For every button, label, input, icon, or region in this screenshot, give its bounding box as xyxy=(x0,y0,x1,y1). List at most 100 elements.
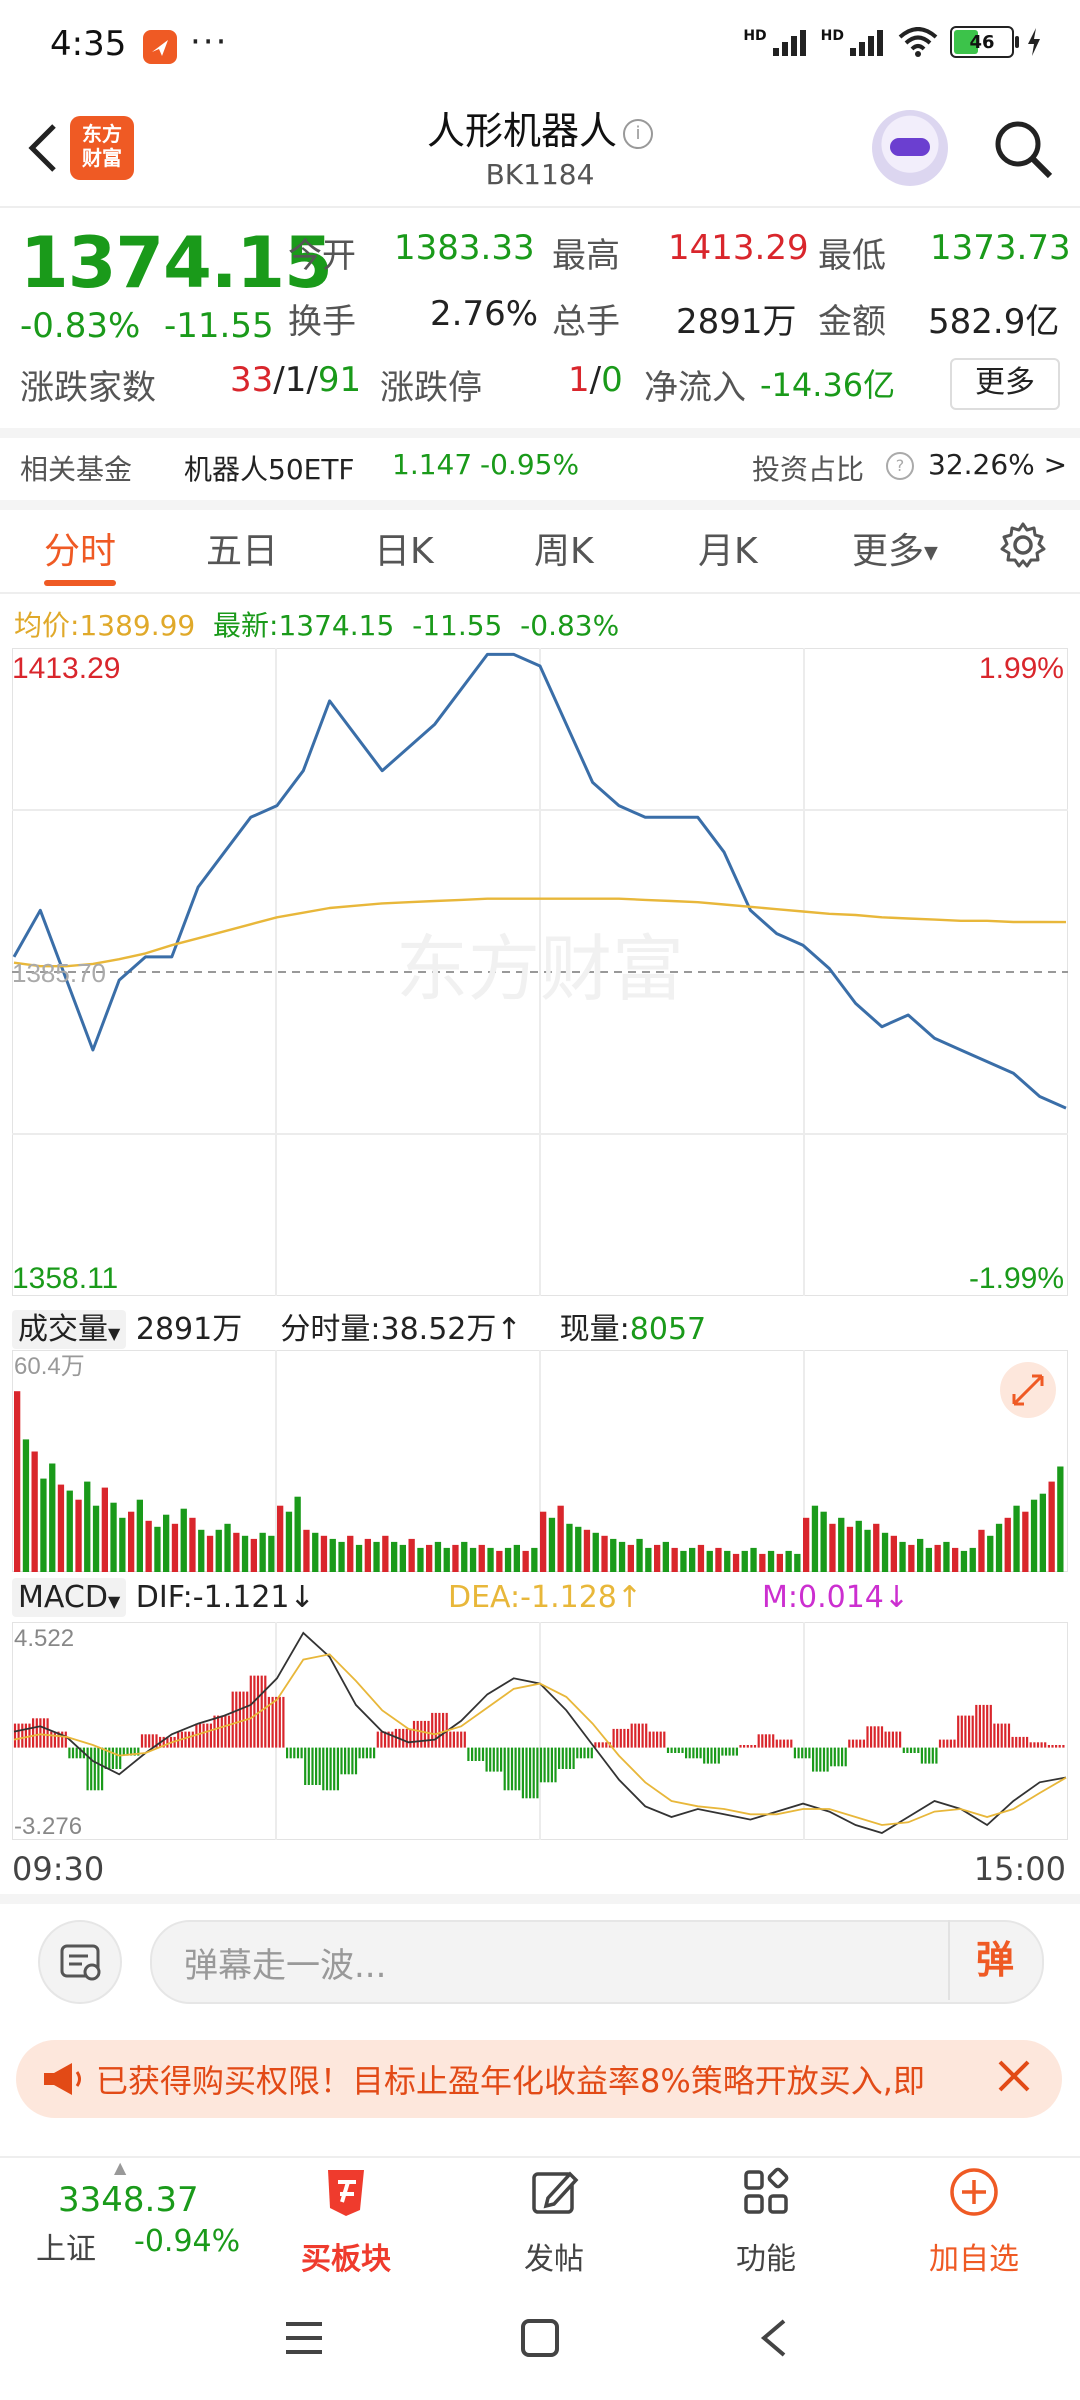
volume-value: 2891万 xyxy=(676,302,797,342)
current-volume-label: 现量: xyxy=(559,1312,630,1347)
collapse-caret-icon[interactable]: ▲ xyxy=(114,2158,127,2177)
volume-selector[interactable]: 成交量▼ xyxy=(12,1310,127,1349)
hd-label: HD xyxy=(743,28,767,44)
volume-bar xyxy=(960,1550,968,1572)
status-time: 4:35 xyxy=(50,24,127,64)
current-price: 1374.15 xyxy=(20,222,333,304)
macd-selector[interactable]: MACD▼ xyxy=(12,1578,127,1617)
volume-bar xyxy=(1057,1466,1064,1572)
robot-assistant-icon[interactable] xyxy=(872,110,948,186)
logo-line1: 东方 xyxy=(82,122,122,146)
volume-bar xyxy=(881,1532,889,1572)
danmaku-settings-button[interactable] xyxy=(38,1920,122,2004)
volume-bar xyxy=(846,1526,854,1572)
buy-board-button[interactable]: 买板块 xyxy=(276,2164,416,2278)
tab-weekly-k[interactable]: 周K xyxy=(534,531,594,572)
signal-bars-icon xyxy=(846,28,886,56)
macd-axis-min: -3.276 xyxy=(14,1813,82,1840)
volume-bar xyxy=(452,1544,459,1572)
back-icon[interactable] xyxy=(756,2318,792,2358)
volume-bar xyxy=(31,1451,38,1572)
danmaku-send-button[interactable]: 弹 xyxy=(948,1920,1040,2000)
time-axis-end: 15:00 xyxy=(973,1850,1066,1888)
volume-bar xyxy=(487,1547,494,1572)
intraday-chart[interactable]: 东方财富 1413.29 1.99% 1358.11 -1.99% 1385.70 xyxy=(12,648,1068,1296)
volume-bar xyxy=(767,1550,775,1572)
related-fund-name[interactable]: 机器人50ETF xyxy=(184,453,355,486)
volume-total: 2891万 xyxy=(135,1312,243,1347)
invest-ratio-value[interactable]: 32.26% > xyxy=(928,448,1068,481)
volume-bar xyxy=(741,1550,748,1572)
volume-bar xyxy=(347,1535,354,1572)
volume-bar xyxy=(969,1547,976,1572)
tab-intraday[interactable]: 分时 xyxy=(44,531,117,572)
section-divider xyxy=(0,1894,1080,1904)
bottom-bar xyxy=(0,2156,1080,2278)
volume-bar xyxy=(601,1535,608,1572)
help-icon[interactable]: ? xyxy=(886,452,914,480)
volume-bar xyxy=(917,1538,924,1572)
volume-bar xyxy=(469,1547,477,1572)
invest-ratio-label: 投资占比 xyxy=(752,453,865,486)
volume-bar xyxy=(855,1520,862,1572)
active-tab-indicator xyxy=(44,580,116,586)
back-arrow-icon[interactable] xyxy=(22,118,66,178)
volume-bar xyxy=(268,1535,275,1572)
limit-counts: 1/0 xyxy=(568,360,623,400)
section-divider xyxy=(0,500,1080,510)
dea-line xyxy=(13,1653,1067,1826)
volume-bar xyxy=(636,1538,643,1572)
gear-icon[interactable] xyxy=(998,520,1048,570)
dropdown-icon: ▼ xyxy=(108,1324,121,1343)
macd-axis-max: 4.522 xyxy=(14,1625,74,1652)
notification-app-icon xyxy=(143,30,177,64)
volume-bar xyxy=(364,1538,371,1572)
volume-bar xyxy=(583,1529,591,1572)
netflow-label: 净流入 xyxy=(644,368,746,408)
danmaku-input[interactable] xyxy=(150,1920,1044,2004)
close-icon[interactable] xyxy=(994,2056,1034,2096)
home-icon[interactable] xyxy=(520,2318,560,2358)
volume-bar xyxy=(434,1541,442,1572)
menu-icon[interactable] xyxy=(284,2320,324,2356)
battery-level: 46 xyxy=(969,31,995,53)
reference-price-label: 1385.70 xyxy=(12,958,106,988)
turnover-label: 换手 xyxy=(288,302,356,342)
breadth-counts: 33/1/91 xyxy=(230,360,362,400)
volume-bar xyxy=(101,1487,108,1572)
volume-bar xyxy=(1013,1505,1020,1572)
turnover-value: 2.76% xyxy=(430,294,539,334)
volume-bar xyxy=(864,1529,871,1572)
related-fund-label: 相关基金 xyxy=(20,453,133,486)
volume-bar xyxy=(443,1547,450,1572)
tab-five-day[interactable]: 五日 xyxy=(206,531,279,572)
macd-m: M:0.014↓ xyxy=(762,1580,910,1615)
signal-icon: HD xyxy=(743,28,808,56)
more-button[interactable]: 更多 xyxy=(950,358,1060,410)
danmaku-placeholder: 弹幕走一波... xyxy=(184,1946,387,1986)
y-axis-max-label: 1413.29 xyxy=(12,652,120,685)
volume-bar xyxy=(250,1538,257,1572)
tab-more-label: 更多 xyxy=(852,531,925,572)
volume-bar xyxy=(934,1544,941,1572)
volume-bar xyxy=(110,1502,117,1572)
tab-monthly-k[interactable]: 月K xyxy=(698,531,758,572)
time-axis-start: 09:30 xyxy=(12,1850,105,1888)
post-button[interactable]: 发帖 xyxy=(484,2164,624,2278)
notice-banner[interactable] xyxy=(16,2040,1062,2118)
volume-bar xyxy=(803,1517,810,1572)
battery-icon: 46 xyxy=(950,26,1019,58)
volume-bar xyxy=(92,1505,100,1572)
tab-more[interactable]: 更多▼ xyxy=(852,522,938,574)
volume-bar xyxy=(750,1547,757,1572)
info-icon[interactable]: i xyxy=(623,118,653,149)
add-favorite-button[interactable]: 加自选 xyxy=(904,2164,1044,2278)
tab-daily-k[interactable]: 日K xyxy=(374,531,434,572)
function-button[interactable]: 功能 xyxy=(696,2164,836,2278)
volume-bar xyxy=(320,1535,328,1572)
volume-bar xyxy=(22,1439,30,1572)
volume-bar xyxy=(355,1544,363,1572)
index-value[interactable]: 3348.37 xyxy=(58,2180,199,2220)
volume-bar xyxy=(329,1538,336,1572)
search-icon[interactable] xyxy=(990,116,1056,182)
